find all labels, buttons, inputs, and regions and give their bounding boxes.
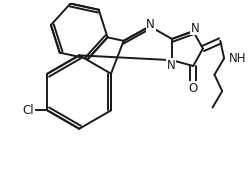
Text: Cl: Cl [22,104,34,117]
Text: NH: NH [229,52,247,65]
Text: N: N [146,18,155,31]
Text: N: N [167,59,175,71]
Text: O: O [188,82,198,95]
Text: N: N [191,22,200,35]
